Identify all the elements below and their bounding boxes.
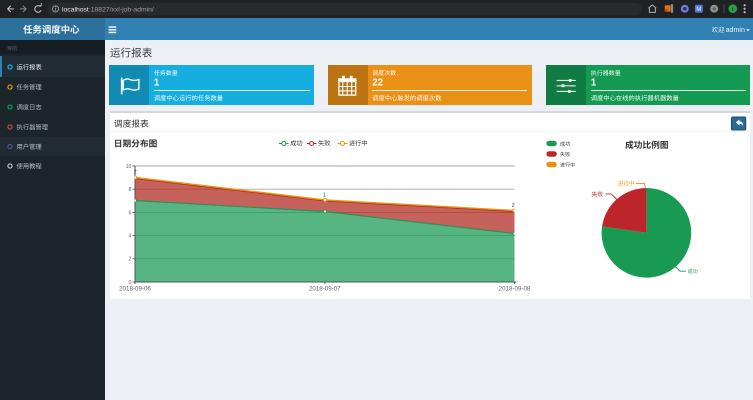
svg-text:2: 2	[134, 170, 137, 176]
svg-text:2018-09-06: 2018-09-06	[119, 285, 151, 292]
svg-text:0: 0	[129, 280, 132, 286]
svg-text:admin: admin	[726, 26, 745, 34]
svg-text:M: M	[696, 7, 701, 13]
svg-text:1: 1	[154, 77, 160, 88]
svg-text:4: 4	[129, 234, 132, 240]
svg-text:2018-09-08: 2018-09-08	[499, 285, 531, 292]
svg-text:1: 1	[323, 193, 326, 199]
svg-text:localhost:18827/xxl-job-admin/: localhost:18827/xxl-job-admin/	[62, 6, 154, 13]
svg-text:1: 1	[591, 77, 597, 88]
svg-text:6: 6	[129, 210, 132, 216]
svg-text:2: 2	[129, 257, 132, 263]
svg-text:2018-09-07: 2018-09-07	[309, 285, 341, 292]
svg-text:t: t	[732, 7, 734, 13]
svg-text:22: 22	[372, 77, 383, 88]
svg-text:10: 10	[126, 164, 132, 170]
svg-text:8: 8	[129, 187, 132, 193]
svg-text:2: 2	[512, 203, 515, 209]
